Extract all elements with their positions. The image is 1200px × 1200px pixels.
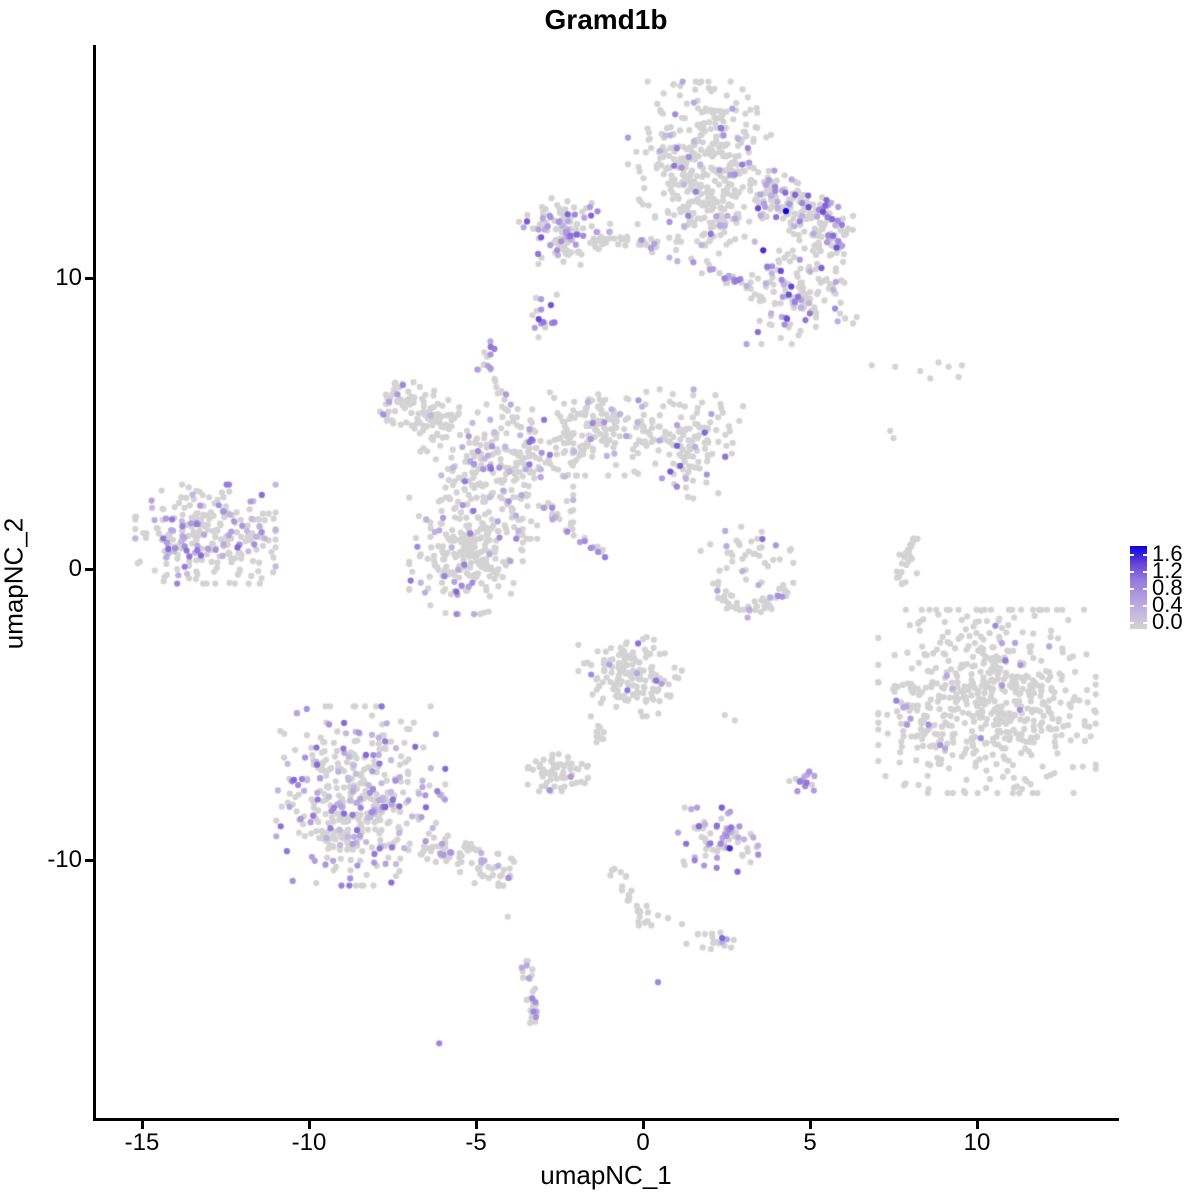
colorbar-tick-mark <box>1130 554 1134 556</box>
x-tick-label: 0 <box>636 1129 650 1156</box>
x-tick-label: -10 <box>291 1129 327 1156</box>
x-tick-mark <box>474 1121 478 1129</box>
x-tick-mark <box>140 1121 144 1129</box>
y-axis-title: umapNC_2 <box>0 517 29 650</box>
x-tick-label: 10 <box>963 1129 991 1156</box>
expression-colorbar <box>1130 546 1147 629</box>
x-tick-mark <box>808 1121 812 1129</box>
y-tick-mark <box>85 276 93 280</box>
x-axis-line <box>93 1118 1119 1121</box>
y-tick-label: 10 <box>55 264 82 291</box>
plot-title: Gramd1b <box>544 4 668 35</box>
y-tick-mark <box>85 858 93 862</box>
y-tick-mark <box>85 567 93 571</box>
colorbar-tick-mark <box>1130 622 1134 624</box>
colorbar-tick-mark <box>1130 605 1134 607</box>
colorbar-tick-label: 1.2 <box>1152 558 1183 583</box>
colorbar-tick-mark <box>1143 622 1147 624</box>
y-tick-label: 0 <box>68 555 82 582</box>
colorbar-tick-mark <box>1143 571 1147 573</box>
colorbar-tick-mark <box>1143 605 1147 607</box>
colorbar-tick-label: 0.0 <box>1152 609 1183 634</box>
colorbar-tick-mark <box>1143 588 1147 590</box>
x-axis-title: umapNC_1 <box>540 1160 672 1190</box>
colorbar-tick-label: 1.6 <box>1152 541 1183 566</box>
y-tick-label: -10 <box>47 846 82 873</box>
colorbar-tick-mark <box>1143 554 1147 556</box>
x-tick-mark <box>641 1121 645 1129</box>
x-tick-label: -5 <box>465 1129 487 1156</box>
x-tick-mark <box>307 1121 311 1129</box>
x-tick-label: -15 <box>124 1129 160 1156</box>
x-tick-label: 5 <box>803 1129 817 1156</box>
colorbar-tick-mark <box>1130 588 1134 590</box>
colorbar-tick-mark <box>1130 571 1134 573</box>
colorbar-tick-label: 0.4 <box>1152 592 1183 617</box>
x-tick-mark <box>975 1121 979 1129</box>
y-axis-line <box>93 45 96 1121</box>
colorbar-tick-label: 0.8 <box>1152 575 1183 600</box>
